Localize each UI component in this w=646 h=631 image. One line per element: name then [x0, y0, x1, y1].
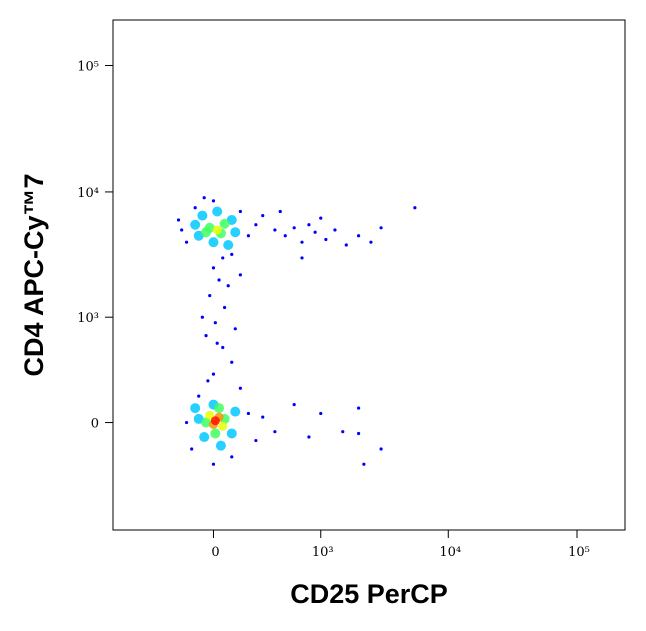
data-point [261, 415, 265, 419]
data-point [190, 219, 201, 230]
data-point [212, 225, 222, 235]
data-point [200, 315, 204, 319]
data-point [319, 216, 323, 220]
data-point [379, 447, 383, 451]
data-point [369, 240, 373, 244]
x-axis-label: CD25 PerCP [290, 579, 448, 609]
data-point [211, 266, 216, 270]
data-point [221, 345, 225, 350]
data-point [213, 321, 217, 325]
data-point [273, 430, 277, 434]
data-point [230, 406, 241, 417]
data-point [208, 237, 219, 248]
data-point [223, 239, 234, 250]
data-point [202, 196, 206, 200]
x-tick-label: 10⁴ [439, 545, 461, 560]
y-tick-label: 0 [91, 417, 99, 432]
data-point [344, 243, 348, 247]
data-point [190, 447, 194, 451]
data-point [211, 372, 216, 376]
data-point [313, 230, 317, 234]
data-point [230, 455, 234, 459]
data-point [197, 210, 208, 221]
y-tick-label: 10⁴ [77, 186, 99, 201]
data-point [319, 411, 323, 416]
data-point [307, 435, 311, 439]
data-point [254, 438, 258, 443]
data-point [199, 432, 210, 443]
data-point [278, 209, 282, 214]
x-tick-label: 0 [211, 545, 219, 560]
data-point [201, 227, 212, 238]
data-point [214, 403, 225, 414]
data-point [230, 360, 234, 364]
data-point [254, 223, 258, 227]
data-point [176, 218, 181, 222]
data-point [238, 273, 242, 277]
y-tick-label: 10³ [77, 311, 99, 326]
data-point [217, 278, 221, 282]
data-point [197, 394, 201, 398]
data-point [180, 228, 184, 232]
data-point [184, 240, 189, 244]
x-tick-label: 10³ [312, 545, 334, 560]
data-point [215, 341, 219, 345]
data-point [193, 206, 197, 210]
data-point [261, 213, 265, 218]
y-tick-label: 10⁵ [77, 59, 99, 74]
data-point [226, 284, 230, 288]
data-point [283, 234, 287, 238]
data-point [379, 226, 383, 230]
data-point [210, 428, 221, 439]
data-point [356, 234, 361, 238]
data-point [230, 227, 241, 238]
data-point [233, 327, 237, 331]
data-point [190, 403, 201, 414]
data-point [204, 334, 208, 338]
data-point [300, 256, 304, 260]
data-point [413, 206, 417, 210]
data-point [205, 410, 215, 420]
data-point [238, 209, 242, 214]
data-point [206, 379, 210, 383]
data-point [292, 226, 296, 230]
data-point [324, 237, 328, 242]
data-point [246, 234, 251, 238]
data-point [292, 402, 296, 407]
data-point [210, 416, 220, 426]
data-point [222, 305, 227, 310]
y-axis-label: CD4 APC-Cy™7 [19, 173, 49, 376]
data-point [221, 256, 225, 260]
data-point [307, 223, 311, 227]
points [176, 196, 417, 466]
data-point [356, 406, 361, 410]
plot-frame [112, 19, 626, 531]
data-point [208, 293, 212, 298]
data-point [184, 420, 189, 425]
data-point [218, 421, 228, 431]
x-tick-label: 10⁵ [568, 545, 590, 560]
data-point [246, 411, 251, 416]
data-point [300, 240, 304, 244]
data-point [238, 386, 242, 390]
data-point [211, 462, 216, 466]
data-point [201, 417, 212, 428]
data-point [215, 440, 226, 451]
data-point [341, 430, 345, 434]
data-point [212, 206, 223, 217]
data-point [226, 428, 237, 439]
data-point [333, 228, 337, 232]
data-point [273, 228, 277, 232]
data-point [219, 218, 230, 229]
data-point [211, 199, 216, 203]
data-point [230, 252, 234, 256]
data-point [362, 462, 366, 466]
data-point [356, 431, 361, 436]
